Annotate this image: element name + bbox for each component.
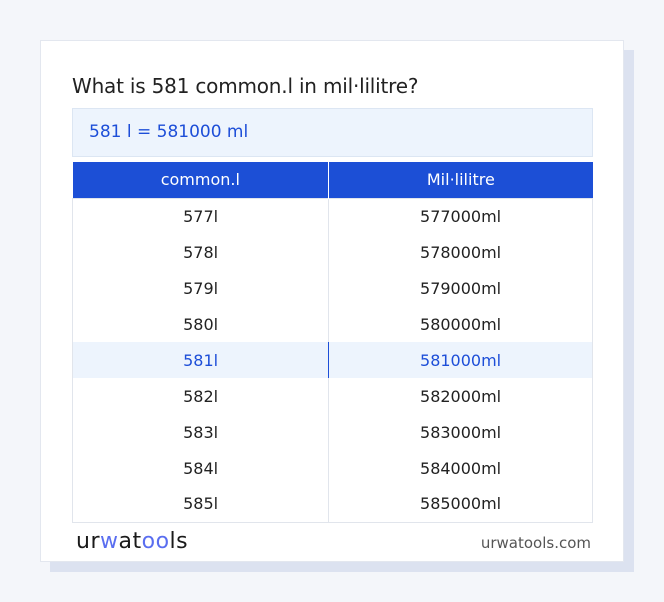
- result-box: 581 l = 581000 ml: [72, 108, 593, 157]
- millilitre-cell: 582000ml: [420, 386, 502, 406]
- converter-card: What is 581 common.l in mil·lilitre? 581…: [40, 40, 624, 562]
- millilitre-cell: 583000ml: [420, 422, 502, 442]
- table-row: 583l 583000ml: [72, 414, 593, 450]
- common-l-cell: 585l: [72, 486, 330, 522]
- common-l-cell: 577l: [72, 198, 330, 234]
- millilitre-cell: 580000ml: [420, 314, 502, 334]
- common-l-cell: 581l: [72, 342, 330, 378]
- table-row: 580l 580000ml: [72, 306, 593, 342]
- common-l-cell: 578l: [72, 234, 330, 270]
- table-row: 584l 584000ml: [72, 450, 593, 486]
- table-row: 581l 581000ml: [72, 342, 593, 378]
- conversion-table: common.l Mil·lilitre 577l 577000ml 578l 578…: [72, 162, 593, 523]
- common-l-cell: 579l: [72, 270, 330, 306]
- common-l-cell: 584l: [72, 450, 330, 486]
- column-header-millilitre: Mil·lilitre: [328, 162, 593, 198]
- table-row: 579l 579000ml: [72, 270, 593, 306]
- page-title: What is 581 common.l in mil·lilitre?: [72, 74, 419, 98]
- millilitre-cell: 577000ml: [420, 206, 502, 226]
- millilitre-cell: 584000ml: [420, 458, 502, 478]
- urwatools-logo[interactable]: urwatools: [76, 529, 189, 554]
- common-l-cell: 583l: [72, 414, 330, 450]
- common-l-cell: 582l: [72, 378, 330, 414]
- millilitre-cell: 585000ml: [420, 494, 502, 514]
- table-row: 582l 582000ml: [72, 378, 593, 414]
- table-row: 585l 585000ml: [72, 486, 593, 522]
- common-l-cell: 580l: [72, 306, 330, 342]
- millilitre-cell: 578000ml: [420, 242, 502, 262]
- table-row: 578l 578000ml: [72, 234, 593, 270]
- millilitre-cell: 581000ml: [328, 342, 593, 378]
- millilitre-cell: 579000ml: [420, 278, 502, 298]
- site-link[interactable]: urwatools.com: [480, 534, 591, 552]
- column-header-common-l: common.l: [72, 162, 330, 198]
- table-row: 577l 577000ml: [72, 198, 593, 234]
